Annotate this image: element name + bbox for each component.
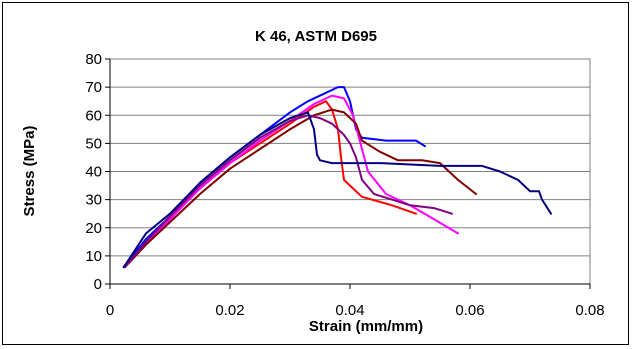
series-line-6 — [122, 111, 552, 269]
y-tick-label: 20 — [85, 220, 102, 237]
data-series — [122, 86, 552, 269]
y-tick-label: 10 — [85, 248, 102, 265]
y-tick-label: 30 — [85, 192, 102, 209]
y-tick-label: 80 — [85, 51, 102, 68]
x-tick-label: 0.08 — [575, 302, 604, 319]
y-tick-label: 0 — [94, 276, 102, 293]
chart-title: K 46, ASTM D695 — [255, 28, 377, 45]
y-tick-label: 40 — [85, 164, 102, 181]
x-tick-label: 0.04 — [335, 302, 364, 319]
series-line-4 — [124, 108, 477, 269]
x-tick-label: 0.02 — [215, 302, 244, 319]
x-axis-title: Strain (mm/mm) — [309, 318, 423, 335]
series-line-5 — [124, 114, 453, 269]
y-tick-label: 70 — [85, 79, 102, 96]
y-tick-label: 60 — [85, 107, 102, 124]
x-axis-ticks: 0 0.02 0.04 0.06 0.08 — [106, 284, 605, 319]
plot-area — [109, 58, 591, 285]
y-axis-ticks: 0 10 20 30 40 50 60 70 80 — [85, 51, 110, 293]
series-line-3 — [124, 94, 459, 269]
y-axis-title: Stress (MPa) — [21, 126, 38, 217]
x-tick-label: 0.06 — [455, 302, 484, 319]
y-tick-label: 50 — [85, 135, 102, 152]
x-tick-label: 0 — [106, 302, 114, 319]
